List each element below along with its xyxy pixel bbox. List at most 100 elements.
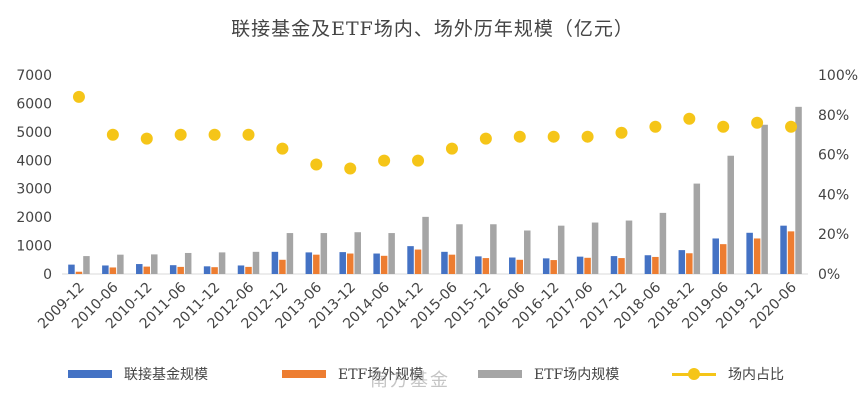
bar (576, 256, 584, 274)
bar (557, 225, 565, 274)
y-tick-label: 1000 (16, 239, 52, 255)
ratio-point (242, 128, 255, 141)
bar (109, 267, 117, 274)
bar (68, 264, 75, 274)
bar (610, 256, 618, 274)
bar (746, 232, 753, 274)
bar (475, 256, 482, 274)
legend-item-onexchange: ETF场内规模 (478, 364, 619, 384)
bar (795, 106, 802, 274)
y-tick-label: 6000 (16, 96, 52, 112)
bar (136, 264, 143, 274)
ratio-point (378, 154, 391, 167)
y2-tick-label: 40% (818, 187, 849, 203)
y2-tick-label: 60% (818, 148, 849, 164)
bar (245, 266, 252, 274)
bar (652, 256, 659, 274)
ratio-point (310, 158, 323, 171)
bar (761, 124, 768, 274)
bar (117, 254, 124, 274)
bar (516, 259, 524, 274)
bar (727, 155, 734, 274)
bar (313, 254, 320, 274)
legend-swatch-linked (68, 370, 112, 378)
ratio-point (683, 112, 696, 125)
bar (373, 253, 380, 274)
y-tick-label: 5000 (16, 125, 52, 141)
bar (787, 231, 795, 274)
ratio-point (412, 154, 425, 167)
ratio-point (445, 142, 458, 155)
bar (625, 220, 633, 274)
bar (407, 246, 414, 274)
ratio-point (72, 90, 85, 103)
ratio-point (513, 130, 526, 143)
ratio-point (717, 120, 730, 133)
bar (591, 222, 599, 274)
bar (618, 258, 625, 274)
y2-tick-label: 100% (818, 68, 858, 84)
bar (422, 216, 429, 274)
y2-tick-label: 0% (818, 267, 840, 283)
ratio-point (547, 130, 560, 143)
bar (550, 260, 557, 274)
bar (346, 253, 354, 274)
legend-swatch-ratio (672, 367, 716, 380)
y-tick-label: 4000 (16, 153, 52, 169)
bar (320, 233, 328, 274)
y-tick-label: 3000 (16, 182, 52, 198)
bar (719, 244, 727, 274)
bar (252, 251, 260, 274)
bar (169, 265, 177, 274)
ratio-point (615, 126, 628, 139)
bar (305, 252, 313, 274)
bar (712, 238, 719, 274)
watermark: 南方基金 (370, 370, 450, 391)
bar (542, 258, 550, 274)
bar (659, 212, 667, 274)
bar (339, 252, 346, 274)
bar (237, 265, 245, 274)
bar (780, 225, 787, 274)
ratio-point (785, 120, 798, 133)
ratio-point (208, 128, 221, 141)
bar (448, 254, 456, 274)
legend-label-offexchange: ETF场外规模 (338, 367, 424, 383)
ratio-point (344, 162, 357, 175)
legend-label-linked: 联接基金规模 (124, 367, 208, 383)
ratio-point (106, 128, 119, 141)
bar (490, 224, 497, 274)
bar (203, 266, 211, 274)
bar (380, 255, 388, 274)
bar (143, 266, 151, 274)
bar (753, 238, 761, 274)
bar (584, 257, 591, 274)
bar (441, 251, 448, 274)
bar (686, 253, 693, 274)
bar (184, 252, 192, 274)
bar (414, 249, 422, 274)
legend: 联接基金规模 ETF场外规模 ETF场内规模 场内占比 (0, 364, 865, 388)
bar (524, 230, 531, 274)
y2-tick-label: 80% (818, 108, 849, 124)
y-tick-label: 7000 (16, 68, 52, 84)
legend-swatch-offexchange (282, 370, 326, 378)
legend-item-offexchange: ETF场外规模 (282, 364, 423, 384)
bar (509, 257, 516, 274)
legend-swatch-onexchange (478, 370, 522, 378)
y2-tick-label: 20% (818, 227, 849, 243)
bar (286, 233, 294, 274)
bar (151, 254, 158, 274)
ratio-point (751, 116, 764, 129)
bar (482, 258, 490, 274)
y-tick-label: 0 (43, 267, 52, 283)
bar (644, 255, 652, 274)
ratio-point (581, 130, 594, 143)
bar (279, 259, 286, 274)
bar (271, 251, 279, 274)
bar (177, 266, 184, 274)
bar (83, 256, 90, 274)
bar (354, 232, 361, 274)
legend-label-ratio: 场内占比 (728, 367, 784, 383)
